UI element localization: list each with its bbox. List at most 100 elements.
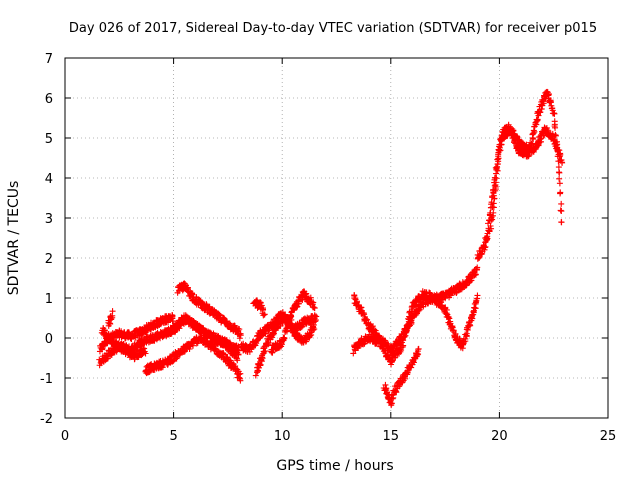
data-point	[104, 353, 111, 360]
data-point	[519, 146, 526, 153]
data-point	[497, 147, 504, 154]
y-tick-label: -1	[40, 372, 53, 387]
data-point	[107, 334, 114, 341]
data-point	[220, 350, 227, 357]
data-point	[446, 315, 453, 322]
data-point	[142, 350, 149, 357]
data-point	[146, 326, 153, 333]
data-point	[537, 109, 544, 116]
data-point	[307, 332, 314, 339]
data-point	[447, 318, 454, 325]
data-point	[382, 385, 389, 392]
data-point	[490, 186, 497, 193]
data-series	[485, 124, 566, 227]
data-point	[392, 388, 399, 395]
data-point	[489, 193, 496, 200]
data-point	[456, 337, 463, 344]
data-series	[98, 325, 149, 363]
data-point	[227, 339, 234, 346]
data-point	[216, 311, 223, 318]
data-point	[303, 290, 310, 297]
data-series	[142, 334, 244, 384]
x-axis-label: GPS time / hours	[276, 458, 393, 474]
data-point	[443, 310, 450, 317]
data-point	[237, 375, 244, 382]
data-point	[409, 306, 416, 313]
x-tick-label: 10	[274, 429, 291, 444]
data-point	[488, 225, 495, 232]
data-point	[257, 361, 264, 368]
data-point	[552, 124, 559, 131]
data-point	[310, 327, 317, 334]
x-tick-label: 0	[61, 429, 69, 444]
data-point	[169, 312, 176, 319]
data-point	[415, 345, 422, 352]
data-point	[496, 146, 503, 153]
data-point	[403, 328, 410, 335]
data-point	[494, 156, 501, 163]
data-point	[410, 359, 417, 366]
data-point	[558, 200, 565, 207]
data-point	[549, 133, 556, 140]
data-series	[96, 312, 176, 355]
data-point	[543, 126, 550, 133]
x-tick-label: 25	[600, 429, 617, 444]
data-point	[236, 335, 243, 342]
data-point	[491, 182, 498, 189]
data-point	[165, 319, 172, 326]
data-point	[203, 302, 210, 309]
data-point	[538, 106, 545, 113]
y-tick-label: 4	[45, 172, 53, 187]
data-point	[252, 372, 259, 379]
data-point	[558, 219, 565, 226]
chart-title: Day 026 of 2017, Sidereal Day-to-day VTE…	[69, 21, 597, 36]
data-point	[310, 321, 317, 328]
data-point	[232, 324, 239, 331]
data-point	[176, 325, 183, 332]
y-tick-label: 6	[45, 92, 53, 107]
data-point	[254, 367, 261, 374]
data-point	[106, 333, 113, 340]
data-point	[293, 304, 300, 311]
data-point	[376, 336, 383, 343]
data-point	[483, 234, 490, 241]
x-tick-label: 20	[491, 429, 508, 444]
data-point	[261, 311, 268, 318]
data-point	[537, 136, 544, 143]
data-point	[555, 164, 562, 171]
data-point	[556, 175, 563, 182]
data-point	[400, 342, 407, 349]
data-point	[492, 174, 499, 181]
data-point	[257, 299, 264, 306]
data-point	[401, 333, 408, 340]
data-point	[474, 292, 481, 299]
data-point	[169, 318, 176, 325]
data-point	[106, 320, 113, 327]
data-point	[472, 271, 479, 278]
data-point	[474, 264, 481, 271]
data-point	[310, 304, 317, 311]
data-point	[463, 333, 470, 340]
data-point	[557, 207, 564, 214]
data-point	[534, 116, 541, 123]
plot-frame	[64, 57, 609, 419]
data-series	[268, 288, 318, 356]
data-point	[290, 327, 297, 334]
data-point	[558, 159, 565, 166]
data-point	[558, 208, 565, 215]
data-point	[512, 137, 519, 144]
tick-labels: 0 5 10 15 20 25 -2 -1 0 1 2 3 4 5 6 7	[40, 52, 616, 444]
data-point	[383, 385, 390, 392]
data-point	[260, 312, 267, 319]
data-point	[449, 324, 456, 331]
data-point	[259, 307, 266, 314]
x-tick-label: 5	[169, 429, 177, 444]
data-point	[531, 128, 538, 135]
data-point	[452, 330, 459, 337]
data-series	[380, 345, 422, 409]
x-tick-label: 15	[383, 429, 400, 444]
data-point	[371, 326, 378, 333]
data-point	[405, 320, 412, 327]
data-point	[466, 321, 473, 328]
data-point	[487, 209, 494, 216]
